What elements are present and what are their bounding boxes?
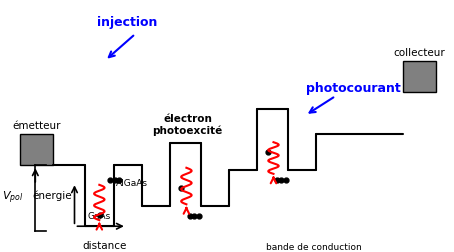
Text: collecteur: collecteur	[394, 48, 445, 58]
Text: AlGaAs: AlGaAs	[116, 178, 148, 187]
Bar	[20, 134, 53, 166]
Text: GaAs: GaAs	[88, 211, 111, 220]
Text: photocourant: photocourant	[306, 82, 400, 94]
Text: distance: distance	[83, 240, 127, 250]
Text: injection: injection	[97, 16, 157, 29]
Bar	[403, 61, 436, 93]
Text: $V_{pol}$: $V_{pol}$	[2, 189, 23, 205]
Text: énergie: énergie	[33, 190, 72, 200]
Text: émetteur: émetteur	[12, 120, 60, 131]
Text: électron
photoexcité: électron photoexcité	[153, 113, 223, 135]
Text: bande de conduction: bande de conduction	[266, 242, 362, 251]
